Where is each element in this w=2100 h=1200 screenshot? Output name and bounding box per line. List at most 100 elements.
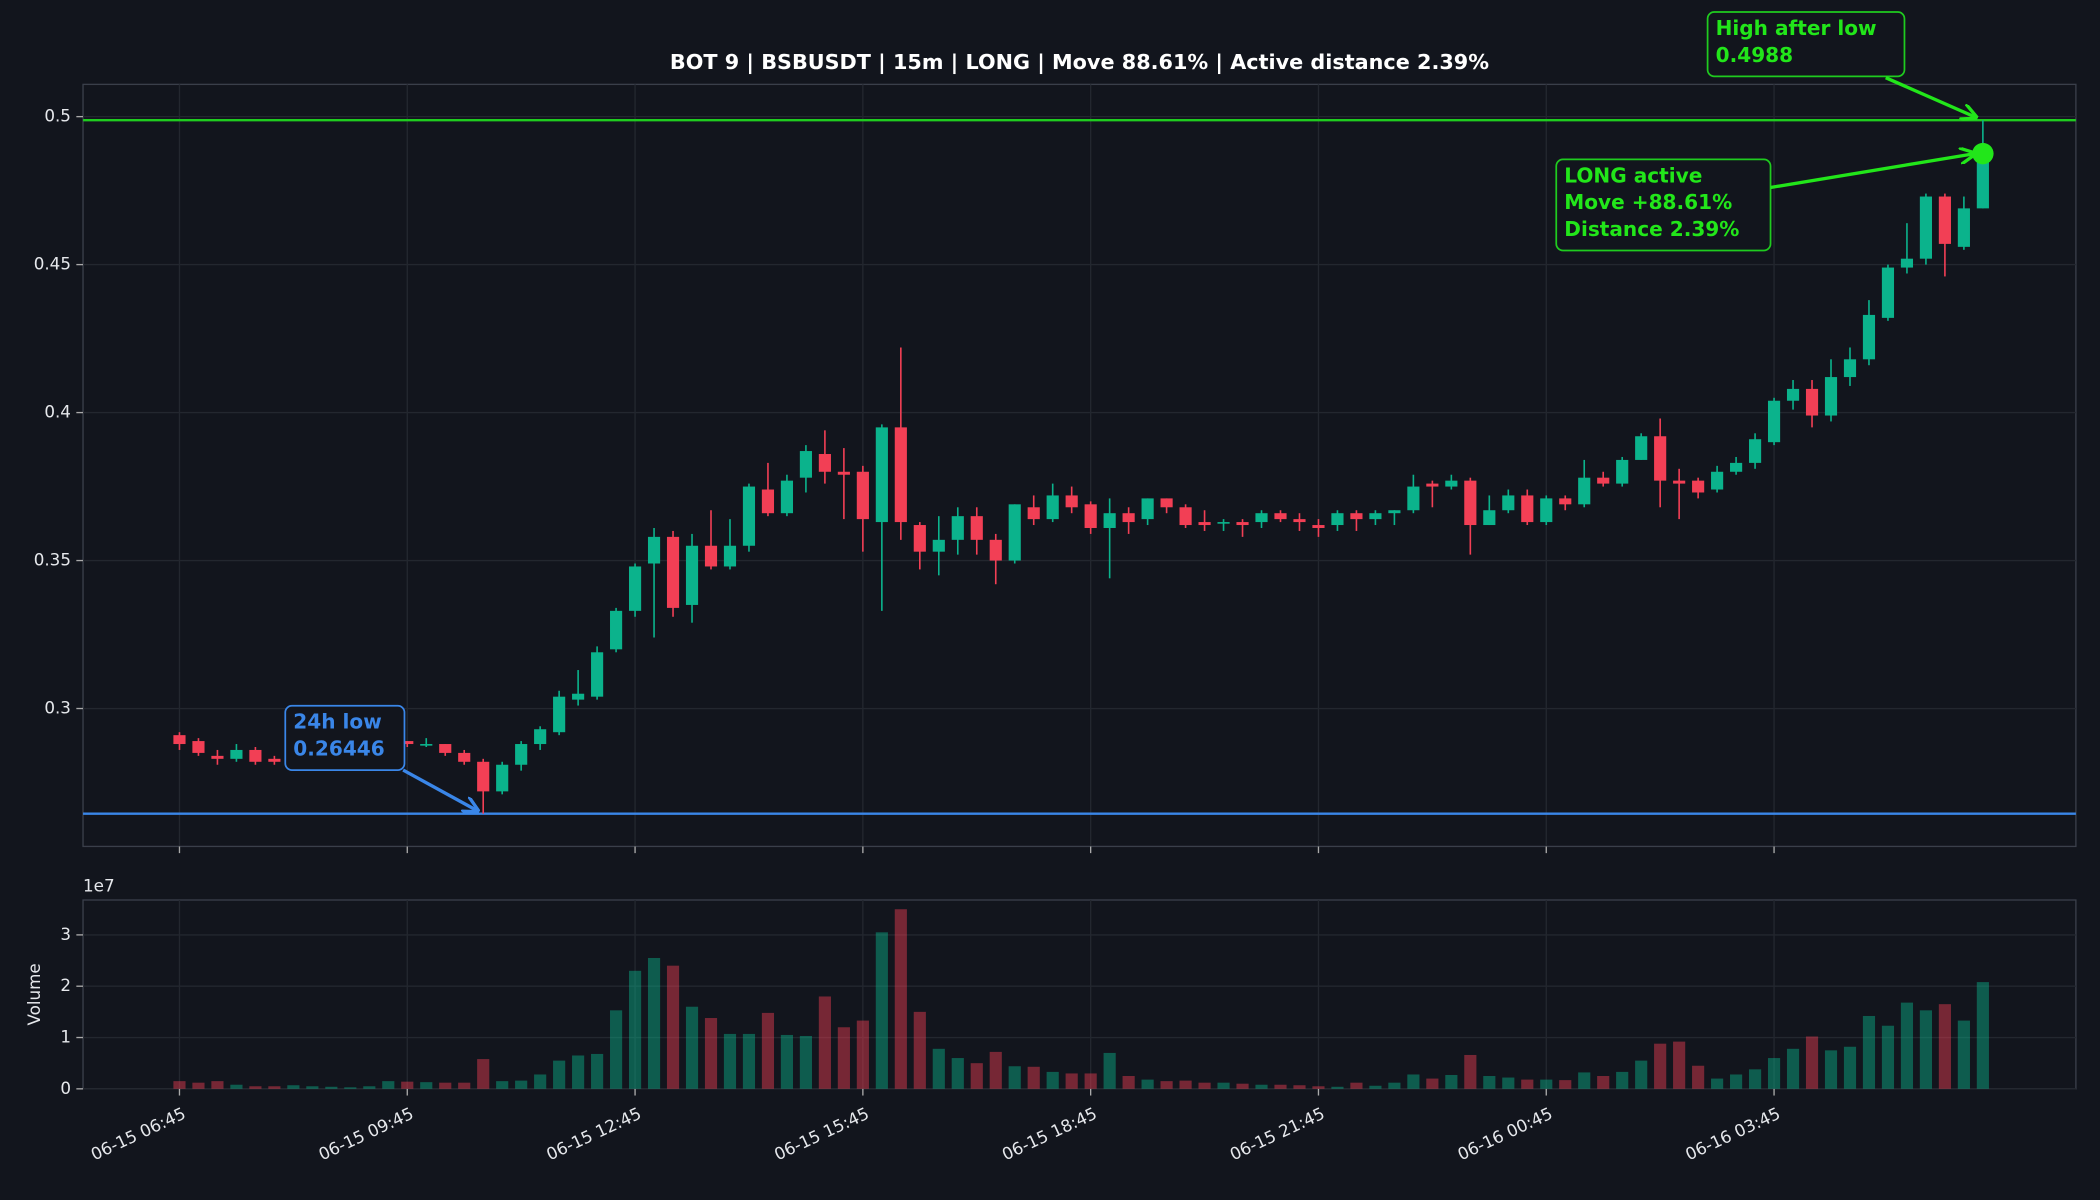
candle-body bbox=[628, 566, 642, 611]
annotation-text: LONG active bbox=[1564, 163, 1702, 187]
volume-bar bbox=[439, 1082, 452, 1089]
volume-bar bbox=[1122, 1076, 1135, 1089]
candle-body bbox=[1122, 513, 1135, 523]
volume-bar bbox=[1065, 1073, 1078, 1089]
volume-bar bbox=[1407, 1074, 1420, 1089]
volume-bar bbox=[894, 909, 907, 1089]
candle-body bbox=[1350, 513, 1363, 520]
volume-bar bbox=[1938, 1004, 1951, 1089]
volume-bar bbox=[989, 1051, 1002, 1089]
candle-body bbox=[1805, 388, 1819, 416]
volume-bar bbox=[837, 1027, 850, 1089]
candle-body bbox=[1255, 513, 1268, 523]
candle-body bbox=[1919, 196, 1933, 259]
candle-body bbox=[1008, 504, 1021, 561]
candle-body bbox=[211, 755, 224, 759]
volume-bar bbox=[1711, 1078, 1724, 1089]
candle-body bbox=[496, 764, 509, 792]
candle-body bbox=[1103, 513, 1116, 528]
volume-bar bbox=[1502, 1077, 1515, 1089]
candle-body bbox=[572, 693, 585, 700]
volume-bar bbox=[818, 996, 831, 1089]
candle-body bbox=[1635, 436, 1648, 460]
candle-body bbox=[647, 536, 661, 564]
candle-body bbox=[1388, 510, 1401, 514]
volume-bar bbox=[1767, 1058, 1781, 1089]
volume-bar bbox=[761, 1012, 775, 1089]
y-tick-label: 2 bbox=[60, 975, 71, 995]
offset-label: 1e7 bbox=[83, 876, 115, 896]
volume-bar bbox=[1141, 1079, 1154, 1089]
candle-body bbox=[230, 749, 243, 759]
candle-body bbox=[1616, 459, 1629, 484]
volume-bar bbox=[1293, 1085, 1306, 1089]
volume-bar bbox=[1900, 1002, 1914, 1089]
candle-body bbox=[1236, 522, 1249, 526]
volume-bar bbox=[401, 1081, 414, 1089]
volume-bar bbox=[932, 1048, 945, 1089]
y-tick-label: 0.3 bbox=[44, 698, 71, 718]
candle-body bbox=[951, 516, 964, 540]
candle-body bbox=[1179, 507, 1192, 526]
volume-bar bbox=[970, 1063, 983, 1089]
candle-body bbox=[420, 744, 433, 746]
annotation-text: High after low bbox=[1716, 16, 1877, 40]
volume-bar bbox=[515, 1080, 528, 1089]
candle-body bbox=[723, 545, 737, 567]
volume-bar bbox=[1179, 1080, 1192, 1089]
candle-body bbox=[704, 545, 718, 567]
volume-bar bbox=[1635, 1060, 1648, 1089]
candle-body bbox=[666, 536, 680, 608]
volume-bar bbox=[458, 1082, 471, 1089]
y-axis-label: Volume bbox=[24, 963, 44, 1025]
volume-bar bbox=[1540, 1079, 1553, 1089]
candle-body bbox=[1597, 477, 1610, 484]
volume-bar bbox=[230, 1084, 243, 1089]
volume-bar bbox=[268, 1086, 281, 1089]
volume-bar bbox=[1331, 1086, 1344, 1089]
candle-body bbox=[1198, 522, 1211, 526]
volume-bar bbox=[913, 1011, 926, 1089]
volume-bar bbox=[1578, 1072, 1591, 1089]
candle-body bbox=[1957, 208, 1970, 247]
annotation-box bbox=[1555, 158, 1772, 252]
candle-body bbox=[173, 735, 186, 745]
candle-body bbox=[818, 454, 831, 472]
volume-bar bbox=[1160, 1081, 1173, 1089]
volume-bar bbox=[1976, 982, 1989, 1089]
volume-bar bbox=[1483, 1076, 1496, 1089]
y-tick-label: 1 bbox=[60, 1027, 71, 1047]
candle-body bbox=[1881, 267, 1895, 318]
volume-bar bbox=[363, 1086, 376, 1089]
volume-bar bbox=[382, 1081, 395, 1089]
volume-bar bbox=[1597, 1076, 1610, 1089]
volume-panel bbox=[82, 899, 2077, 1090]
candle-body bbox=[439, 744, 452, 753]
candle-body bbox=[1578, 477, 1591, 505]
candle-body bbox=[1426, 483, 1439, 487]
candle-body bbox=[1843, 359, 1857, 378]
annotation-arrow bbox=[1770, 154, 1975, 190]
volume-bar bbox=[211, 1081, 224, 1089]
candle-body bbox=[1521, 495, 1534, 523]
volume-bar bbox=[1103, 1052, 1116, 1089]
volume-bar bbox=[173, 1081, 186, 1089]
volume-bar bbox=[628, 970, 642, 1089]
volume-bar bbox=[1730, 1074, 1743, 1089]
candle-body bbox=[1312, 525, 1325, 528]
annotation-box bbox=[284, 704, 406, 771]
candle-body bbox=[837, 471, 850, 475]
volume-bar bbox=[1805, 1036, 1819, 1089]
candle-body bbox=[932, 539, 945, 552]
volume-bar bbox=[1369, 1085, 1382, 1089]
volume-bar bbox=[723, 1033, 737, 1089]
volume-bar bbox=[685, 1006, 699, 1089]
volume-bar bbox=[553, 1060, 566, 1089]
volume-bar bbox=[1350, 1082, 1363, 1089]
volume-bar bbox=[1616, 1071, 1629, 1089]
chart-title: BOT 9 | BSBUSDT | 15m | LONG | Move 88.6… bbox=[670, 50, 1489, 75]
volume-bar bbox=[1843, 1046, 1857, 1089]
y-tick-label: 0.35 bbox=[34, 550, 71, 570]
volume-bar bbox=[875, 932, 888, 1089]
